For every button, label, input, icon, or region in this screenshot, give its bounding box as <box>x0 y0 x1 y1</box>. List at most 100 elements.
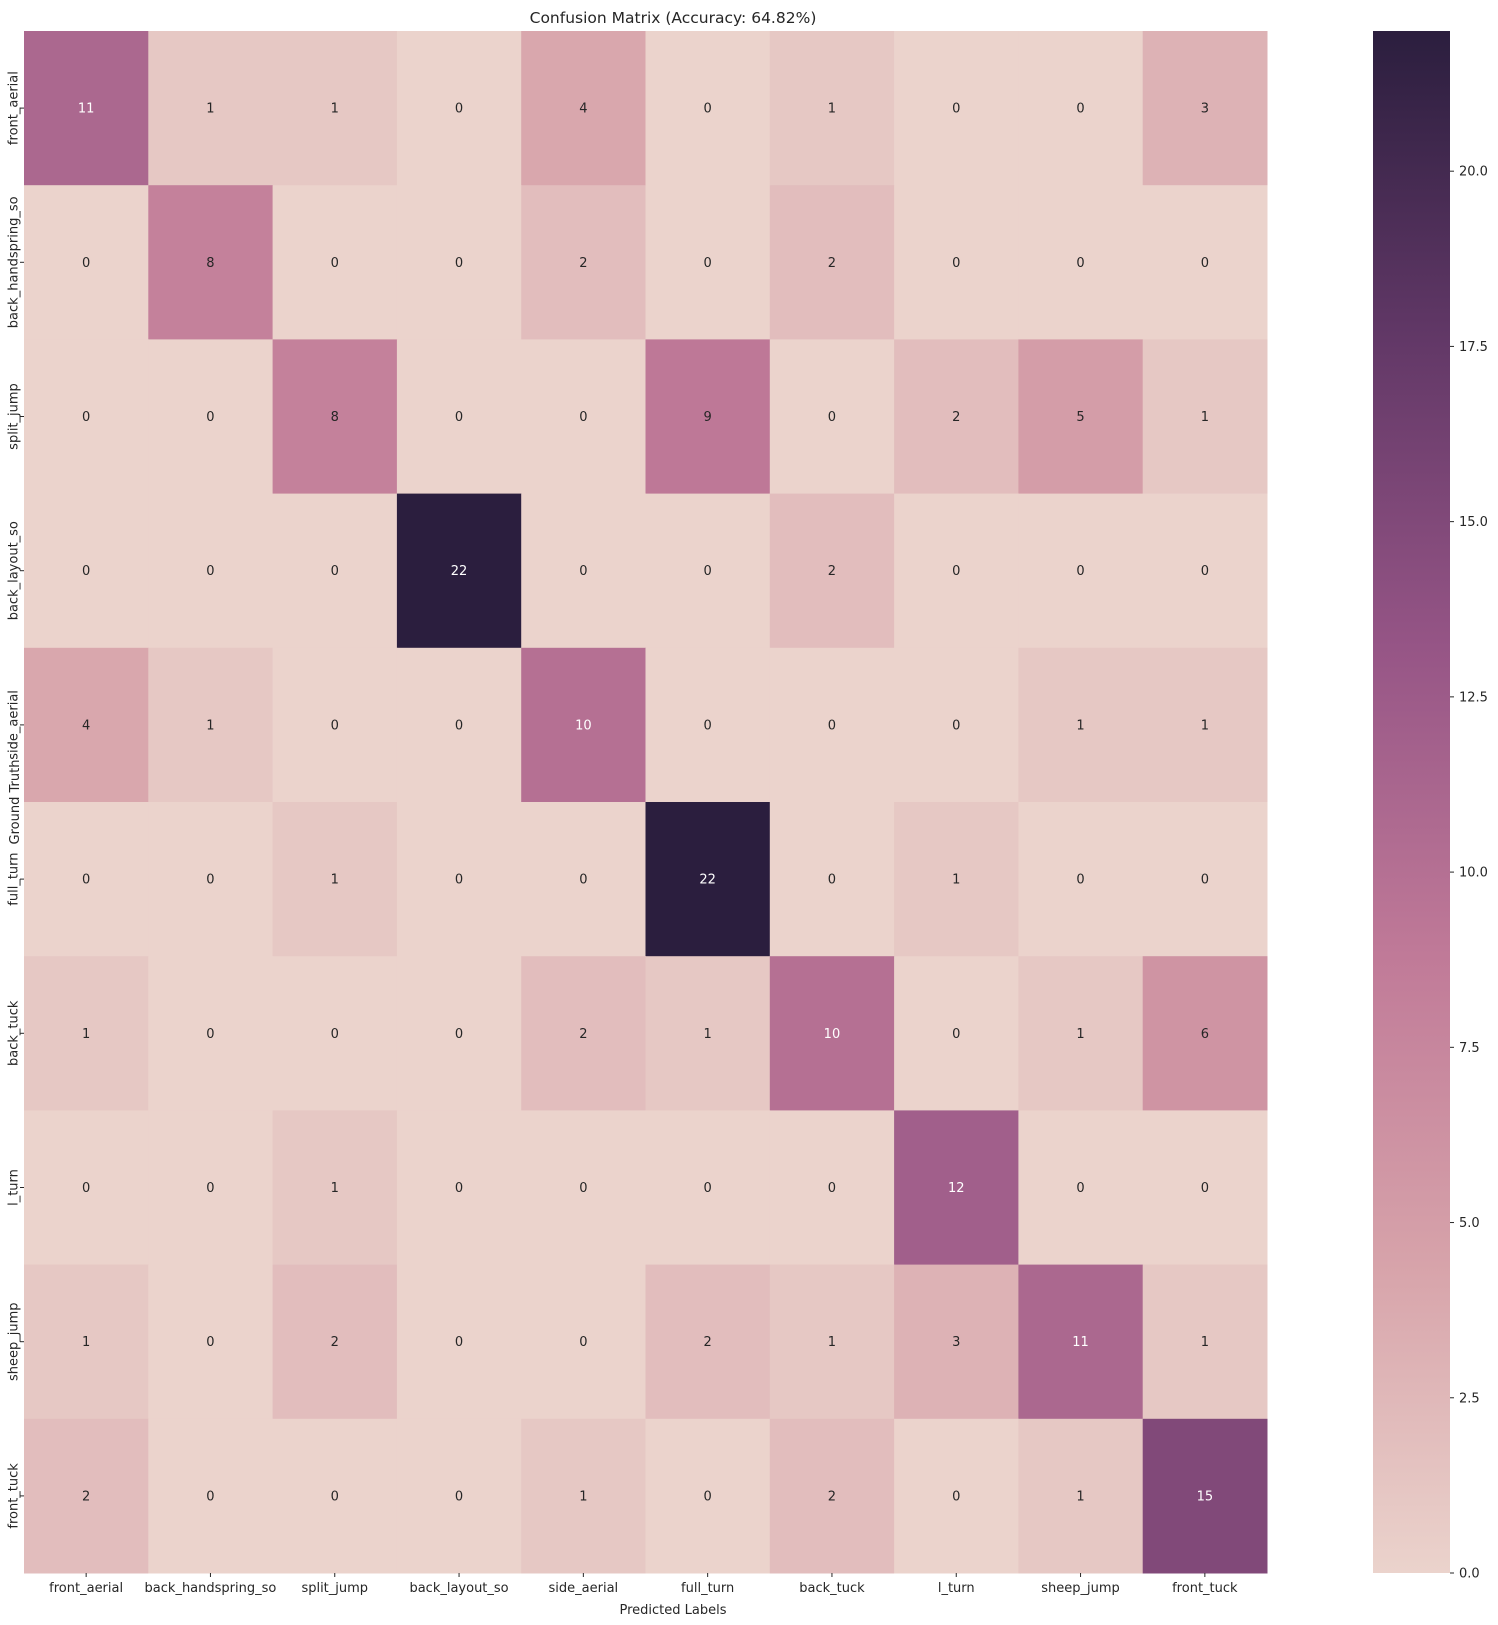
cell-value-label: 0 <box>1201 873 1209 888</box>
cell-value-label: 0 <box>206 564 214 579</box>
cell-value-label: 4 <box>579 102 587 117</box>
y-tick-label: front_aerial <box>7 71 22 145</box>
heatmap-cell <box>1018 339 1144 495</box>
cell-value-label: 4 <box>82 718 90 733</box>
heatmap-cell <box>1142 1418 1268 1574</box>
cell-value-label: 2 <box>828 256 836 271</box>
cell-value-label: 0 <box>704 718 712 733</box>
cell-value-label: 3 <box>1201 102 1209 117</box>
heatmap-cell <box>645 1264 771 1420</box>
cell-value-label: 0 <box>455 102 463 117</box>
cell-value-label: 0 <box>331 1489 339 1504</box>
heatmap-cell <box>521 31 646 186</box>
cell-value-label: 1 <box>1201 410 1209 425</box>
heatmap-cell <box>148 1264 274 1420</box>
cell-value-label: 0 <box>1076 564 1084 579</box>
heatmap-cell <box>769 1418 895 1574</box>
x-tick-label: l_turn <box>938 1581 975 1596</box>
cell-value-label: 0 <box>1201 256 1209 271</box>
heatmap-cell <box>1142 31 1268 186</box>
heatmap-cell <box>396 956 522 1111</box>
cell-value-label: 0 <box>952 1489 960 1504</box>
cell-value-label: 0 <box>952 564 960 579</box>
heatmap-cell <box>272 31 398 186</box>
heatmap-cell <box>396 185 522 340</box>
heatmap-cell <box>769 31 895 186</box>
heatmap-cell <box>1142 802 1268 957</box>
cell-value-label: 0 <box>579 873 587 888</box>
cell-value-label: 1 <box>952 873 960 888</box>
cell-value-label: 9 <box>704 410 712 425</box>
heatmap-cell <box>894 339 1019 495</box>
y-tick-label: l_turn <box>7 1169 22 1206</box>
heatmap-cell <box>521 339 646 495</box>
cell-value-label: 0 <box>579 410 587 425</box>
cell-value-label: 0 <box>206 1181 214 1196</box>
heatmap-cell <box>24 802 149 957</box>
y-tick-label: back_layout_so <box>7 521 22 620</box>
cell-value-label: 0 <box>82 564 90 579</box>
heatmap-cell <box>148 493 274 649</box>
heatmap-cell <box>148 339 274 495</box>
x-axis-label: Predicted Labels <box>619 1603 726 1618</box>
cell-value-label: 0 <box>952 1027 960 1042</box>
heatmap-cell <box>272 802 398 957</box>
cell-value-label: 2 <box>828 564 836 579</box>
heatmap-cell <box>645 493 771 649</box>
heatmap-cell <box>645 31 771 186</box>
heatmap-cell <box>521 493 646 649</box>
heatmap-cell <box>769 647 895 803</box>
cell-value-label: 0 <box>82 1181 90 1196</box>
cell-value-label: 2 <box>331 1335 339 1350</box>
heatmap-cell <box>272 647 398 803</box>
heatmap-cell <box>894 1264 1019 1420</box>
colorbar-tick-label: 17.5 <box>1459 340 1488 355</box>
heatmap-cell <box>894 956 1019 1111</box>
cell-value-label: 1 <box>1076 718 1084 733</box>
heatmap-cell <box>1142 647 1268 803</box>
x-tick-label: front_aerial <box>49 1581 123 1596</box>
cell-value-label: 0 <box>704 1489 712 1504</box>
cell-value-label: 0 <box>1201 564 1209 579</box>
cell-value-label: 0 <box>579 1335 587 1350</box>
cell-value-label: 0 <box>1076 873 1084 888</box>
heatmap-cell <box>894 1418 1019 1574</box>
heatmap-cell <box>1142 956 1268 1111</box>
heatmap-cell <box>24 956 149 1111</box>
heatmap-cell <box>1018 185 1144 340</box>
heatmap-cell <box>769 1264 895 1420</box>
y-tick-label: side_aerial <box>7 690 22 760</box>
heatmap-cell <box>1142 1264 1268 1420</box>
heatmap-cell <box>894 493 1019 649</box>
heatmap-cell <box>1018 802 1144 957</box>
cell-value-label: 0 <box>1076 102 1084 117</box>
heatmap-cell <box>769 1110 895 1266</box>
x-tick-label: sheep_jump <box>1041 1581 1120 1596</box>
cell-value-label: 5 <box>1076 410 1084 425</box>
y-axis-ticks: front_aerial back_handspring_so split_jump… <box>7 71 24 1529</box>
colorbar <box>1373 31 1450 1573</box>
cell-value-label: 15 <box>1197 1489 1214 1504</box>
cell-value-label: 0 <box>455 1181 463 1196</box>
cell-value-label: 1 <box>206 718 214 733</box>
y-tick-label: sheep_jump <box>7 1302 22 1381</box>
heatmap-cell <box>645 647 771 803</box>
heatmap-cell <box>396 647 522 803</box>
heatmap-cell <box>1018 1264 1144 1420</box>
heatmap-cell <box>521 647 646 803</box>
cell-value-label: 0 <box>704 102 712 117</box>
cell-value-label: 1 <box>331 1181 339 1196</box>
cell-value-label: 0 <box>82 410 90 425</box>
cell-value-label: 11 <box>1072 1335 1089 1350</box>
colorbar-tick-label: 20.0 <box>1459 165 1488 180</box>
cell-value-label: 1 <box>1201 1335 1209 1350</box>
y-tick-label: back_handspring_so <box>7 196 22 328</box>
heatmap-cell <box>24 1418 149 1574</box>
cell-value-label: 0 <box>828 410 836 425</box>
y-tick-label: front_tuck <box>7 1463 22 1529</box>
heatmap-cells <box>24 31 1268 1574</box>
cell-value-label: 0 <box>455 1335 463 1350</box>
cell-value-label: 1 <box>1201 718 1209 733</box>
heatmap-cell <box>272 1264 398 1420</box>
heatmap-cell <box>272 1418 398 1574</box>
